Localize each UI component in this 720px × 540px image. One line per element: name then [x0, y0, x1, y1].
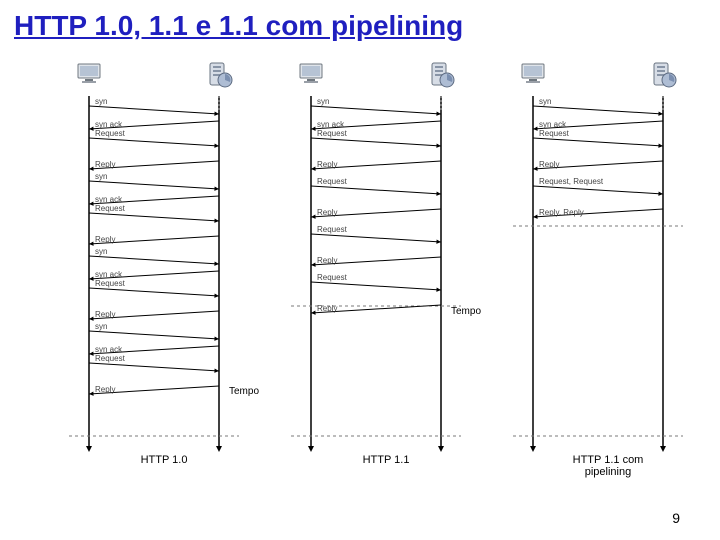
- message-label: Reply: [95, 235, 115, 244]
- message-label: Request: [95, 129, 125, 138]
- message-arrow: [311, 234, 441, 242]
- message-label: syn ack: [95, 120, 122, 129]
- message-label: Request: [317, 225, 347, 234]
- message-label: syn: [95, 172, 107, 181]
- diagram-area: synsyn ackRequestReplysynsyn ackRequestR…: [0, 46, 720, 486]
- message-label: Reply: [95, 160, 115, 169]
- message-label: syn: [317, 97, 329, 106]
- message-arrow: [89, 288, 219, 296]
- message-label: syn: [95, 322, 107, 331]
- message-arrow: [89, 106, 219, 114]
- page-number: 9: [672, 510, 680, 526]
- message-label: syn ack: [95, 345, 122, 354]
- message-label: syn: [539, 97, 551, 106]
- message-label: syn ack: [317, 120, 344, 129]
- message-label: Request, Request: [539, 177, 603, 186]
- message-arrow: [89, 181, 219, 189]
- message-arrow: [89, 331, 219, 339]
- message-label: Request: [317, 273, 347, 282]
- message-label: Reply: [95, 385, 115, 394]
- message-label: syn ack: [539, 120, 566, 129]
- page-title: HTTP 1.0, 1.1 e 1.1 com pipelining: [0, 0, 720, 46]
- message-arrow: [311, 106, 441, 114]
- message-label: Request: [95, 204, 125, 213]
- message-label: syn: [95, 97, 107, 106]
- message-label: Reply: [539, 160, 559, 169]
- message-label: Request: [539, 129, 569, 138]
- panel-caption: HTTP 1.1 com pipelining: [553, 454, 663, 478]
- message-arrow: [89, 256, 219, 264]
- message-arrow: [89, 213, 219, 221]
- message-arrow: [533, 106, 663, 114]
- message-label: Request: [317, 129, 347, 138]
- panel-caption: HTTP 1.0: [109, 454, 219, 466]
- message-arrow: [311, 282, 441, 290]
- panel-caption: HTTP 1.1: [331, 454, 441, 466]
- message-arrow: [311, 138, 441, 146]
- message-label: Reply, Reply: [539, 208, 584, 217]
- message-arrow: [89, 363, 219, 371]
- message-label: Reply: [317, 256, 337, 265]
- message-label: Reply: [95, 310, 115, 319]
- message-label: syn ack: [95, 270, 122, 279]
- message-label: Reply: [317, 160, 337, 169]
- message-arrow: [533, 186, 663, 194]
- message-label: syn: [95, 247, 107, 256]
- message-arrow: [533, 138, 663, 146]
- message-label: syn ack: [95, 195, 122, 204]
- sequence-panel: synsyn ackRequestReplysynsyn ackRequestR…: [34, 46, 234, 486]
- message-arrow: [89, 138, 219, 146]
- message-label: Request: [95, 354, 125, 363]
- sequence-panel: syn syn ackRequest Reply Request, Request Re…: [478, 46, 678, 486]
- tempo-label: Tempo: [451, 306, 481, 317]
- message-label: Request: [95, 279, 125, 288]
- message-label: Reply: [317, 208, 337, 217]
- tempo-label: Tempo: [229, 386, 259, 397]
- message-label: Reply: [317, 304, 337, 313]
- sequence-panel: synsyn ackRequestReplyRequestReplyReques…: [256, 46, 456, 486]
- message-arrow: [311, 186, 441, 194]
- message-label: Request: [317, 177, 347, 186]
